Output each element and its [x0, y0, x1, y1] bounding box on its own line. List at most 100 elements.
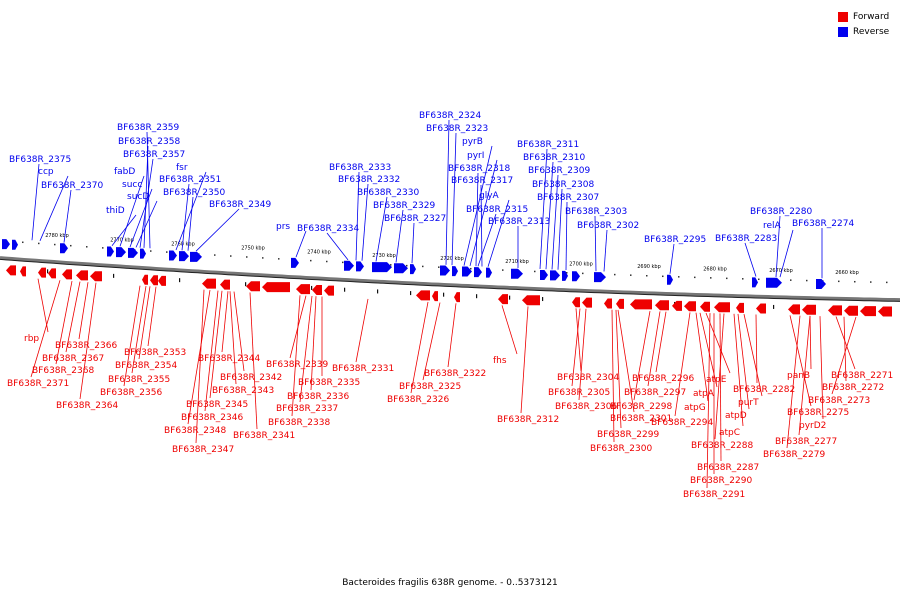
forward-gene-arrow: [312, 284, 322, 295]
reverse-gene-arrow: [12, 239, 18, 250]
reverse-gene-arrow: [60, 243, 68, 254]
forward-gene-leader: [695, 312, 709, 402]
reverse-gene-leader: [477, 213, 497, 267]
reverse-gene-label: BF638R_2295: [644, 235, 706, 245]
scale-tick-label: 2780 kbp: [45, 233, 69, 239]
forward-gene-label: BF638R_2354: [115, 361, 177, 371]
scale-dot: [870, 281, 872, 283]
forward-gene-arrow: [878, 306, 892, 317]
scale-dot: [470, 267, 472, 270]
forward-gene-label: BF638R_2344: [198, 354, 260, 364]
forward-gene-leader: [187, 290, 211, 425]
forward-gene-arrow: [90, 271, 102, 282]
reverse-gene-leader: [195, 208, 240, 252]
reverse-gene-label: succ: [122, 180, 142, 190]
forward-gene-leader: [209, 290, 223, 399]
reverse-gene-label: prs: [276, 222, 290, 232]
forward-gene-leader: [743, 314, 763, 397]
forward-gene-leader: [204, 290, 219, 412]
forward-gene-arrow: [246, 281, 260, 292]
forward-gene-arrow: [828, 305, 842, 316]
forward-gene-label: atpG: [684, 403, 706, 413]
forward-gene-leader: [249, 292, 258, 430]
reverse-gene-leader: [480, 184, 483, 267]
scale-tick-label: 2700 kbp: [569, 262, 593, 268]
reverse-gene-arrow: [2, 239, 10, 250]
forward-gene-label: atpA: [693, 389, 715, 399]
reverse-gene-leader: [411, 222, 415, 264]
reverse-gene-leader: [539, 148, 548, 269]
forward-gene-leader: [843, 316, 847, 382]
forward-gene-arrow: [672, 300, 682, 311]
reverse-gene-arrow: [816, 279, 826, 290]
forward-gene-label: rbp: [24, 334, 39, 344]
reverse-gene-leader: [119, 175, 145, 247]
forward-gene-leader: [410, 301, 429, 394]
forward-gene-leader: [79, 282, 97, 400]
reverse-gene-label: BF638R_2313: [488, 217, 550, 227]
forward-gene-label: BF638R_2312: [497, 415, 559, 425]
reverse-gene-arrow: [440, 265, 450, 276]
scale-tick-label: 2670 kbp: [769, 268, 793, 274]
reverse-gene-leader: [469, 159, 498, 267]
scale-dot: [230, 255, 232, 257]
reverse-gene-arrow: [474, 267, 482, 278]
reverse-gene-leader: [779, 229, 794, 278]
forward-gene-label: BF638R_2306: [555, 402, 617, 412]
forward-gene-leader: [310, 296, 317, 391]
reverse-gene-leader: [451, 132, 457, 266]
scale-dot: [422, 265, 424, 268]
forward-gene-label: purT: [738, 398, 759, 408]
reverse-gene-label: BF638R_2358: [118, 137, 180, 147]
forward-gene-label: BF638R_2364: [56, 401, 118, 411]
reverse-gene-arrow: [594, 272, 606, 283]
reverse-gene-arrow: [190, 251, 202, 262]
forward-gene-arrow: [736, 302, 744, 313]
reverse-gene-leader: [375, 196, 388, 262]
reverse-gene-label: BF638R_2307: [537, 193, 599, 203]
forward-gene-label: BF638R_2343: [212, 386, 274, 396]
forward-gene-leader: [501, 305, 518, 355]
forward-gene-arrow: [6, 265, 16, 276]
reverse-gene-label: BF638R_2375: [9, 155, 71, 165]
reverse-gene-label: ccp: [38, 167, 54, 177]
forward-gene-arrow: [788, 304, 800, 315]
reverse-gene-arrow: [562, 270, 568, 281]
forward-gene-label: atpD: [725, 411, 747, 421]
forward-gene-label: BF638R_2371: [7, 379, 69, 389]
scale-dot: [166, 251, 168, 253]
reverse-gene-label: sucD: [127, 192, 149, 202]
forward-gene-label: BF638R_2322: [424, 369, 486, 379]
scale-dot: [502, 269, 504, 271]
scale-dot: [806, 279, 808, 282]
reverse-gene-label: BF638R_2308: [532, 180, 594, 190]
forward-gene-leader: [78, 282, 89, 340]
reverse-gene-leader: [326, 232, 349, 261]
reverse-gene-arrow: [372, 262, 392, 273]
reverse-gene-leader: [445, 119, 450, 265]
reverse-gene-leader: [187, 196, 194, 251]
forward-gene-arrow: [756, 303, 766, 314]
reverse-gene-label: BF638R_2333: [329, 163, 391, 173]
forward-gene-label: BF638R_2294: [651, 418, 713, 428]
forward-gene-leader: [633, 311, 651, 401]
forward-gene-label: BF638R_2282: [733, 385, 795, 395]
reverse-gene-label: thiD: [106, 206, 125, 216]
forward-gene-leader: [299, 295, 313, 403]
scale-dot: [102, 247, 104, 249]
forward-gene-leader: [65, 281, 81, 353]
forward-gene-leader: [719, 313, 722, 462]
forward-gene-leader: [131, 285, 147, 374]
reverse-gene-leader: [551, 174, 559, 270]
scale-minor-tick: [476, 294, 478, 299]
reverse-gene-leader: [111, 214, 137, 247]
forward-gene-label: BF638R_2347: [172, 445, 234, 455]
forward-gene-arrow: [572, 297, 580, 308]
reverse-gene-arrow: [169, 250, 177, 261]
forward-gene-arrow: [844, 305, 858, 316]
forward-gene-leader: [30, 280, 61, 378]
forward-gene-label: BF638R_2342: [220, 373, 282, 383]
scale-dot: [758, 278, 760, 281]
reverse-gene-label: BF638R_2318: [448, 164, 510, 174]
